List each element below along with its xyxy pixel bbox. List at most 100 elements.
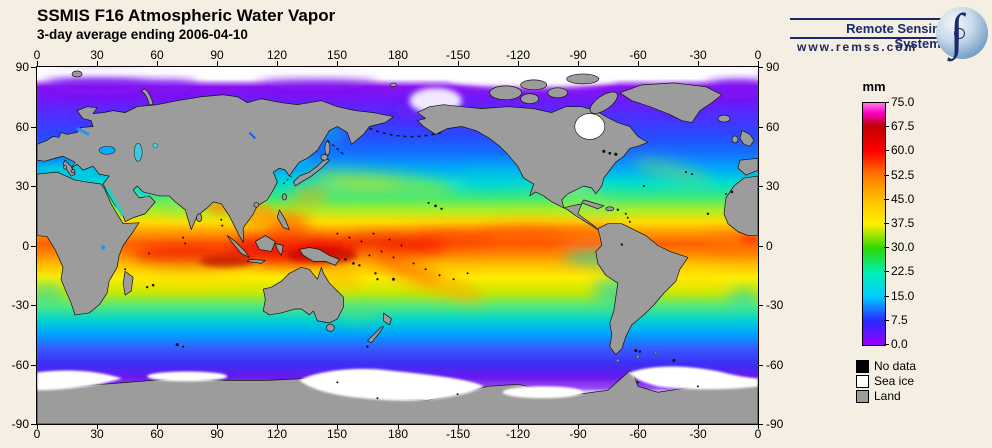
lat-label-left: 90 <box>15 60 29 74</box>
colorbar-tick-label: 45.0 <box>891 192 915 206</box>
lon-tick-top <box>97 61 98 66</box>
lon-tick-bottom <box>758 424 759 429</box>
lon-label-bottom: -120 <box>505 427 531 441</box>
lon-label-bottom: -60 <box>629 427 647 441</box>
lon-tick-top <box>518 61 519 66</box>
lon-label-bottom: 120 <box>266 427 288 441</box>
colorbar-tick <box>884 102 889 103</box>
lon-label-top: 0 <box>754 48 762 62</box>
colorbar-tick <box>884 223 889 224</box>
lon-tick-top <box>578 61 579 66</box>
colorbar-tick-label: 0.0 <box>891 337 908 351</box>
legend-swatch-land <box>856 390 869 403</box>
lat-label-right: 0 <box>766 239 773 253</box>
colorbar-tick-label: 7.5 <box>891 313 908 327</box>
colorbar-tick-label: 60.0 <box>891 143 915 157</box>
colorbar-tick-label: 15.0 <box>891 289 915 303</box>
lon-label-bottom: 180 <box>387 427 409 441</box>
lon-tick-top <box>638 61 639 66</box>
lon-label-top: 150 <box>326 48 348 62</box>
lon-tick-bottom <box>277 424 278 429</box>
lat-label-left: 30 <box>15 179 29 193</box>
lon-label-top: 30 <box>90 48 104 62</box>
logo-rule-top <box>790 18 948 20</box>
lat-label-right: -90 <box>766 417 784 431</box>
lat-tick-right <box>758 127 763 128</box>
lon-label-top: -120 <box>505 48 531 62</box>
lon-tick-top <box>157 61 158 66</box>
colorbar-tick <box>884 320 889 321</box>
colorbar <box>862 102 886 346</box>
colorbar-tick <box>884 150 889 151</box>
lon-label-top: 60 <box>150 48 164 62</box>
lon-label-bottom: 60 <box>150 427 164 441</box>
lon-label-top: 180 <box>387 48 409 62</box>
lon-tick-bottom <box>638 424 639 429</box>
lat-label-left: 0 <box>22 239 29 253</box>
colorbar-tick <box>884 344 889 345</box>
lat-label-left: -60 <box>11 358 29 372</box>
lon-tick-bottom <box>458 424 459 429</box>
lat-tick-left <box>31 246 36 247</box>
logo-company-name: Remote Sensing Systems <box>846 21 948 51</box>
lon-tick-top <box>698 61 699 66</box>
lon-label-top: 0 <box>33 48 41 62</box>
colorbar-unit-label: mm <box>862 79 886 94</box>
page-subtitle: 3-day average ending 2006-04-10 <box>37 27 248 42</box>
lat-tick-left <box>31 305 36 306</box>
lon-label-bottom: 0 <box>754 427 762 441</box>
lon-label-bottom: -90 <box>569 427 587 441</box>
lon-tick-bottom <box>217 424 218 429</box>
colorbar-tick <box>884 247 889 248</box>
lat-tick-right <box>758 67 763 68</box>
lon-tick-bottom <box>37 424 38 429</box>
logo-rule-bottom <box>790 37 948 39</box>
lat-tick-right <box>758 365 763 366</box>
lon-tick-bottom <box>398 424 399 429</box>
lon-tick-top <box>758 61 759 66</box>
lat-tick-left <box>31 67 36 68</box>
legend-label: No data <box>874 359 917 373</box>
lon-tick-top <box>277 61 278 66</box>
colorbar-tick-label: 67.5 <box>891 119 915 133</box>
lat-tick-left <box>31 424 36 425</box>
world-map-svg <box>37 67 758 424</box>
lon-label-top: -30 <box>689 48 707 62</box>
lat-label-left: 60 <box>15 120 29 134</box>
lon-tick-bottom <box>518 424 519 429</box>
lon-tick-top <box>398 61 399 66</box>
legend-label: Land <box>874 389 901 403</box>
lon-tick-bottom <box>337 424 338 429</box>
lat-label-right: 30 <box>766 179 780 193</box>
lat-label-left: -30 <box>11 298 29 312</box>
lon-tick-bottom <box>578 424 579 429</box>
colorbar-tick <box>884 199 889 200</box>
logo-website-url: www.remss.com <box>797 40 918 54</box>
legend-swatch-sea-ice <box>856 375 869 388</box>
legend-label: Sea ice <box>874 374 915 388</box>
lat-label-right: -30 <box>766 298 784 312</box>
lat-label-right: 90 <box>766 60 780 74</box>
colorbar-tick <box>884 175 889 176</box>
lon-label-bottom: 0 <box>33 427 41 441</box>
lon-label-top: 120 <box>266 48 288 62</box>
colorbar-tick-label: 52.5 <box>891 168 915 182</box>
lat-tick-right <box>758 305 763 306</box>
crosshair-icon <box>954 28 965 39</box>
legend-swatch-no-data <box>856 360 869 373</box>
lon-tick-top <box>217 61 218 66</box>
lon-label-top: 90 <box>210 48 224 62</box>
lon-tick-bottom <box>698 424 699 429</box>
map-frame <box>36 66 759 425</box>
lon-tick-top <box>337 61 338 66</box>
colorbar-tick <box>884 271 889 272</box>
colorbar-tick <box>884 126 889 127</box>
lat-tick-right <box>758 186 763 187</box>
lat-tick-left <box>31 365 36 366</box>
lat-tick-right <box>758 424 763 425</box>
page-title: SSMIS F16 Atmospheric Water Vapor <box>37 6 336 25</box>
lon-label-bottom: -150 <box>445 427 471 441</box>
lon-label-bottom: -30 <box>689 427 707 441</box>
colorbar-tick-label: 37.5 <box>891 216 915 230</box>
